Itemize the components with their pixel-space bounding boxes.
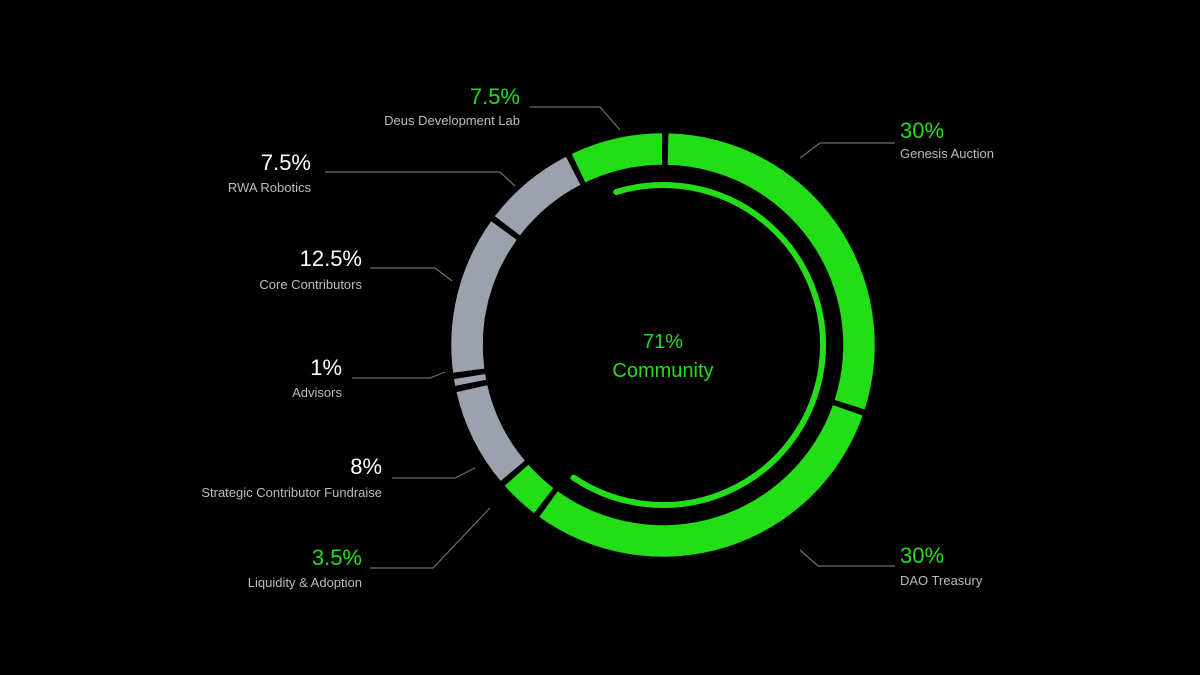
leader-line-0 (799, 142, 895, 159)
segment-percent-0: 30% (900, 118, 944, 143)
donut-segment-4 (453, 373, 487, 387)
segment-label-1: DAO Treasury (900, 573, 983, 588)
donut-segments (450, 132, 876, 558)
segment-percent-6: 7.5% (261, 150, 311, 175)
segment-percent-5: 12.5% (300, 246, 362, 271)
leader-line-5 (370, 267, 453, 282)
donut-segment-0 (667, 132, 876, 411)
donut-segment-1 (538, 404, 864, 558)
segment-annotations: 30% Genesis Auction 30% DAO Treasury 3.5% Liq… (201, 84, 994, 590)
segment-label-2: Liquidity & Adoption (248, 575, 362, 590)
leader-line-1 (799, 549, 895, 567)
segment-label-5: Core Contributors (259, 277, 362, 292)
leader-line-7 (530, 106, 621, 131)
leader-line-4 (352, 371, 446, 379)
donut-segment-2 (504, 464, 555, 514)
segment-label-6: RWA Robotics (228, 180, 312, 195)
segment-percent-7: 7.5% (470, 84, 520, 109)
segment-percent-3: 8% (350, 454, 382, 479)
segment-percent-2: 3.5% (312, 545, 362, 570)
center-label: Community (612, 360, 713, 382)
leader-line-6 (325, 171, 516, 187)
segment-percent-4: 1% (310, 355, 342, 380)
donut-segment-6 (494, 156, 582, 237)
donut-segment-5 (450, 220, 518, 374)
community-inner-arc (570, 182, 826, 508)
segment-label-7: Deus Development Lab (384, 113, 520, 128)
donut-segment-3 (455, 384, 526, 482)
leader-line-3 (392, 467, 476, 479)
leader-line-2 (370, 507, 491, 569)
segment-label-3: Strategic Contributor Fundraise (201, 485, 382, 500)
center-value: 71% (643, 331, 683, 353)
donut-segment-7 (571, 132, 663, 184)
segment-label-4: Advisors (292, 385, 342, 400)
segment-percent-1: 30% (900, 543, 944, 568)
segment-label-0: Genesis Auction (900, 146, 994, 161)
